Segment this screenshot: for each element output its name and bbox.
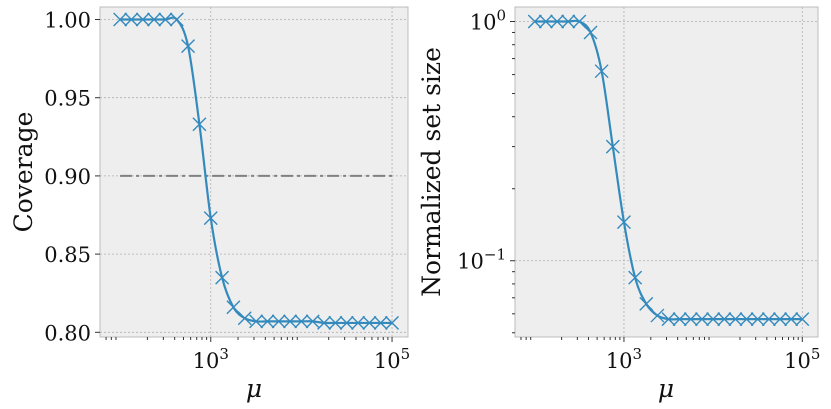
ytick-label-0: 10−1 [457,246,506,274]
data-point [147,12,162,27]
data-point [169,12,184,27]
data-point [594,64,609,79]
data-point [294,314,309,329]
data-point [283,314,298,329]
xlabel-coverage: μ [246,374,262,403]
data-point [728,312,743,327]
data-point [305,314,320,329]
data-point [561,14,576,29]
xlabel-set-size: μ [658,374,674,403]
data-point [192,117,207,132]
data-point [784,312,799,327]
data-point [550,14,565,29]
data-point [237,311,252,326]
chart-set-size: 103 105 10−1 100 Normalized set size μ [417,6,820,403]
data-point [616,215,631,230]
data-point [158,12,173,27]
marks-set-size [527,14,810,327]
data-point [215,270,230,285]
ytick-label-1: 100 [470,7,506,35]
data-point [683,312,698,327]
data-point [761,312,776,327]
ytick-label-1: 0.85 [44,243,91,267]
data-point [527,14,542,29]
data-point [717,312,732,327]
data-point [181,39,196,54]
data-point [135,12,150,27]
ylabel-coverage: Coverage [9,112,38,233]
data-point [203,211,218,226]
plot-area-coverage [100,7,408,337]
data-point [226,300,241,315]
data-point [639,296,654,311]
data-point [124,12,139,27]
data-point [694,312,709,327]
data-point [339,315,354,330]
data-point [385,315,400,330]
data-point [271,314,286,329]
data-point [328,315,343,330]
data-point [351,315,366,330]
data-point [628,270,643,285]
data-point [113,12,128,27]
xtick-label-1: 105 [374,345,410,373]
data-point [706,312,721,327]
data-point [750,312,765,327]
data-point [572,14,587,29]
data-point [650,308,665,323]
data-point [583,25,598,40]
data-point [249,314,264,329]
marks-coverage [113,12,400,330]
ylabel-set-size: Normalized set size [417,47,446,297]
data-point [260,314,275,329]
data-point [362,315,377,330]
xtick-label-0: 103 [193,345,229,373]
data-point [773,312,787,327]
data-point [317,315,332,330]
plot-area-set-size [515,7,818,337]
data-point [739,312,754,327]
ytick-label-3: 0.95 [44,87,91,111]
ytick-label-2: 0.90 [44,165,91,189]
data-point [672,312,687,327]
data-point [538,14,553,29]
chart-coverage: 103 105 0.80 0.85 0.90 0.95 1.00 Coverage μ [9,6,410,403]
ytick-label-4: 1.00 [44,9,91,33]
ticks-coverage: 103 105 0.80 0.85 0.90 0.95 1.00 [44,9,410,373]
xtick-label-1: 105 [784,345,820,373]
data-point [661,312,676,327]
ticks-set-size: 103 105 10−1 100 [457,7,820,373]
ytick-label-0: 0.80 [44,321,91,345]
data-point [605,139,620,154]
data-point [373,315,388,330]
xtick-label-0: 103 [606,345,642,373]
grid-set-size [515,7,818,337]
data-point [795,312,810,327]
